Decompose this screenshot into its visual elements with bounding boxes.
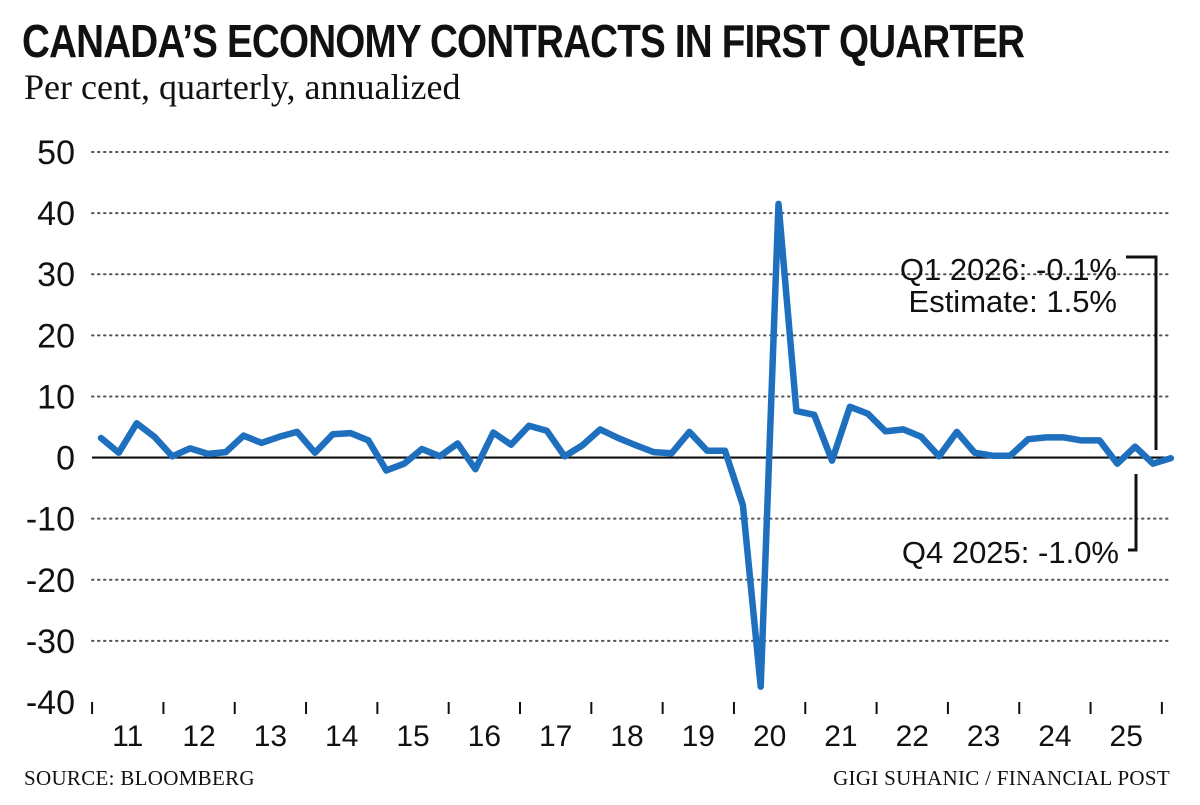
annotations: Q1 2026: -0.1% Estimate: 1.5% Q4 2025: -… xyxy=(900,252,1158,570)
series-layer xyxy=(97,200,1175,690)
y-tick-label: 30 xyxy=(37,256,75,294)
annotation-q1-2026: Q1 2026: -0.1% xyxy=(900,252,1117,287)
source-note: SOURCE: BLOOMBERG xyxy=(24,766,255,790)
y-tick-label: 40 xyxy=(37,195,75,233)
y-tick-label: -40 xyxy=(26,684,75,722)
y-tick-label: 20 xyxy=(37,317,75,355)
chart-subtitle: Per cent, quarterly, annualized xyxy=(24,67,461,107)
y-axis-ticks: 50 40 30 20 10 0 -10 -20 -30 -40 xyxy=(26,134,75,722)
y-tick-label: -30 xyxy=(26,623,75,661)
annotation-bracket-q1 xyxy=(1126,255,1158,450)
x-tick-label: 12 xyxy=(182,720,215,753)
series-line xyxy=(97,200,1175,690)
annotation-q4-2025: Q4 2025: -1.0% xyxy=(902,535,1119,570)
x-tick-label: 21 xyxy=(824,720,857,753)
x-tick-label: 24 xyxy=(1038,720,1071,753)
x-tick-label: 16 xyxy=(468,720,501,753)
y-tick-label: -20 xyxy=(26,562,75,600)
x-tick-label: 20 xyxy=(753,720,786,753)
x-tick-label: 11 xyxy=(112,720,143,753)
x-tick-label: 14 xyxy=(325,720,358,753)
x-tick-label: 25 xyxy=(1110,720,1143,753)
annotation-estimate: Estimate: 1.5% xyxy=(909,284,1117,319)
y-tick-label: 0 xyxy=(56,440,75,478)
x-tick-label: 19 xyxy=(682,720,715,753)
credit-note: GIGI SUHANIC / FINANCIAL POST xyxy=(833,766,1170,790)
x-tick-label: 23 xyxy=(967,720,1000,753)
y-tick-label: -10 xyxy=(26,501,75,539)
x-tick-label: 18 xyxy=(610,720,643,753)
x-tick-label: 13 xyxy=(254,720,287,753)
x-tick-label: 17 xyxy=(539,720,572,753)
y-tick-label: 50 xyxy=(37,134,75,172)
chart-title: CANADA’S ECONOMY CONTRACTS IN FIRST QUAR… xyxy=(22,15,1025,67)
y-tick-label: 10 xyxy=(37,378,75,416)
x-axis-ticks: 11 12 13 14 15 16 17 18 19 20 21 22 23 24 25 xyxy=(91,702,1163,753)
x-tick-label: 15 xyxy=(396,720,429,753)
annotation-bracket-q4 xyxy=(1128,474,1138,552)
x-tick-label: 22 xyxy=(896,720,929,753)
